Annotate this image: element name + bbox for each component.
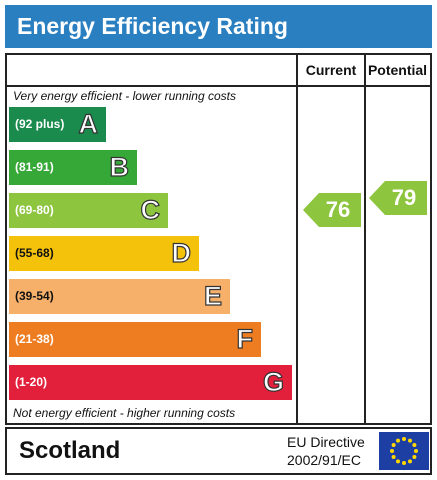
band-c-letter: C [140, 194, 161, 225]
band-f: (21-38) F [9, 322, 261, 357]
band-b-letter: B [109, 151, 130, 182]
column-divider-current [296, 55, 298, 423]
band-e-range: (39-54) [15, 289, 54, 303]
band-a-range: (92 plus) [15, 117, 65, 131]
country-label: Scotland [19, 437, 121, 464]
inefficient-note: Not energy efficient - higher running co… [13, 406, 236, 420]
eu-flag-icon [379, 432, 429, 470]
band-d: (55-68) D [9, 236, 199, 271]
band-a-letter: A [78, 108, 99, 139]
band-d-range: (55-68) [15, 246, 54, 260]
band-e-letter: E [203, 280, 222, 311]
current-rating-arrow: 76 [303, 193, 361, 227]
footer: Scotland EU Directive 2002/91/EC [5, 427, 432, 475]
band-f-range: (21-38) [15, 332, 54, 346]
directive-line-1: EU Directive [287, 434, 365, 450]
band-g-letter: G [262, 366, 284, 397]
band-b-range: (81-91) [15, 160, 54, 174]
header-divider [7, 85, 430, 87]
eu-stars-icon [390, 437, 418, 465]
band-c: (69-80) C [9, 193, 168, 228]
band-g-range: (1-20) [15, 375, 48, 389]
band-b: (81-91) B [9, 150, 137, 185]
current-column-header: Current [305, 62, 357, 78]
chart-title: Energy Efficiency Rating [5, 5, 432, 48]
potential-column-header: Potential [367, 62, 428, 78]
column-divider-potential [364, 55, 366, 423]
band-d-letter: D [171, 237, 192, 268]
potential-rating-arrow: 79 [369, 181, 427, 215]
band-e: (39-54) E [9, 279, 230, 314]
band-a: (92 plus) A [9, 107, 106, 142]
energy-rating-chart: Current Potential Very energy efficient … [5, 53, 432, 425]
band-c-range: (69-80) [15, 203, 54, 217]
eu-directive: EU Directive 2002/91/EC [287, 433, 377, 469]
directive-line-2: 2002/91/EC [287, 452, 361, 468]
band-g: (1-20) G [9, 365, 292, 400]
band-f-letter: F [236, 323, 254, 354]
efficient-note: Very energy efficient - lower running co… [13, 89, 236, 103]
